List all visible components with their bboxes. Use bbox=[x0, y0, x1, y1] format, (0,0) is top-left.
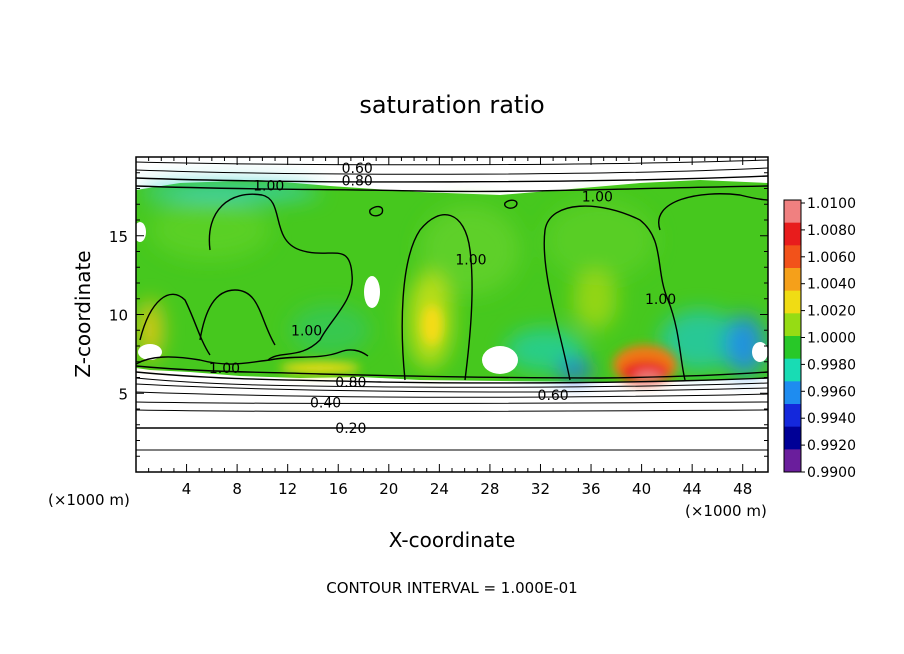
colorbar-label: 1.0020 bbox=[807, 304, 856, 320]
x-tick-label: 32 bbox=[531, 480, 550, 498]
contour-line bbox=[208, 193, 353, 361]
x-tick-label: 4 bbox=[182, 480, 192, 498]
colorbar-frame bbox=[783, 199, 802, 473]
contour-label: 0.60 bbox=[538, 388, 569, 404]
y-tick-label: 10 bbox=[109, 307, 128, 325]
contour-label: 0.80 bbox=[342, 174, 373, 190]
colorbar-swatch bbox=[784, 449, 801, 473]
contour-label: 0.80 bbox=[335, 375, 366, 391]
field-patch bbox=[290, 305, 370, 355]
colorbar-label: 1.0040 bbox=[807, 277, 856, 293]
colorbar-swatch bbox=[784, 358, 801, 382]
colorbar-swatch bbox=[784, 381, 801, 405]
x-tick-label: 28 bbox=[480, 480, 499, 498]
x-axis-title: X-coordinate bbox=[389, 528, 516, 552]
x-tick-label: 48 bbox=[733, 480, 752, 498]
contour-line bbox=[136, 401, 768, 404]
colorbar-label: 0.9900 bbox=[807, 465, 856, 481]
contour-line bbox=[136, 167, 768, 175]
contour-line bbox=[401, 214, 473, 381]
colorbar-label: 1.0080 bbox=[807, 223, 856, 239]
colorbar-label: 1.0060 bbox=[807, 250, 856, 266]
colorbar-swatch bbox=[784, 290, 801, 314]
contour-line bbox=[543, 205, 686, 381]
contour-label: 1.00 bbox=[291, 323, 322, 339]
contour-line bbox=[136, 185, 768, 193]
contour-line bbox=[199, 289, 276, 346]
saturation-field bbox=[136, 180, 768, 385]
contour-label: 0.60 bbox=[342, 161, 373, 177]
contour-line bbox=[136, 371, 768, 384]
contour-line bbox=[658, 193, 768, 231]
contour-line bbox=[136, 349, 369, 365]
colorbar-label: 0.9960 bbox=[807, 384, 856, 400]
contour-label: 1.00 bbox=[209, 361, 240, 377]
clear-patch bbox=[482, 346, 518, 374]
contour-line bbox=[136, 175, 768, 183]
clear-patch bbox=[138, 344, 162, 360]
colorbar-label: 1.0100 bbox=[807, 196, 856, 212]
field-patch bbox=[725, 315, 765, 375]
y-tick-label: 5 bbox=[118, 385, 128, 403]
chart-title: saturation ratio bbox=[359, 91, 544, 119]
field-patch bbox=[634, 371, 662, 381]
colorbar-swatch bbox=[784, 404, 801, 428]
field-patch bbox=[545, 200, 655, 280]
colorbar-swatch bbox=[784, 200, 801, 224]
contour-line bbox=[504, 199, 518, 209]
field-patch bbox=[280, 362, 360, 374]
colorbar: 1.0100 1.0080 1.0060 1.0040 1.0020 1.0000 0.99… bbox=[783, 196, 856, 481]
field-patch bbox=[573, 270, 617, 330]
x-axis-unit-left: (×1000 m) bbox=[48, 491, 130, 509]
y-tick-label: 15 bbox=[109, 228, 128, 246]
field-patch bbox=[505, 328, 585, 372]
x-axis-unit-right: (×1000 m) bbox=[685, 502, 767, 520]
colorbar-swatch bbox=[784, 268, 801, 292]
colorbar-swatch bbox=[784, 313, 801, 337]
contour-line bbox=[369, 205, 384, 217]
contour-lines bbox=[136, 159, 768, 451]
contour-label: 1.00 bbox=[582, 189, 613, 205]
clear-patch bbox=[364, 276, 380, 308]
contour-label: 1.00 bbox=[455, 252, 486, 268]
x-tick-label: 12 bbox=[278, 480, 297, 498]
contour-label: 0.40 bbox=[310, 396, 341, 412]
clear-patch bbox=[752, 342, 768, 362]
x-tick-label: 8 bbox=[232, 480, 242, 498]
contour-label: 1.00 bbox=[253, 178, 284, 194]
colorbar-label: 0.9980 bbox=[807, 357, 856, 373]
x-tick-label: 40 bbox=[632, 480, 651, 498]
colorbar-swatch bbox=[784, 336, 801, 360]
x-tick-label: 16 bbox=[329, 480, 348, 498]
x-tick-label: 24 bbox=[430, 480, 449, 498]
colorbar-label: 0.9920 bbox=[807, 438, 856, 454]
clear-patch bbox=[136, 222, 146, 242]
colorbar-label: 0.9940 bbox=[807, 411, 856, 427]
colorbar-swatch bbox=[784, 245, 801, 269]
contour-label: 1.00 bbox=[645, 292, 676, 308]
contour-labels: 0.600.801.001.001.001.001.001.000.800.40… bbox=[209, 161, 676, 437]
field-patch bbox=[557, 360, 593, 380]
colorbar-swatch bbox=[784, 426, 801, 450]
contour-line bbox=[136, 365, 768, 379]
contour-line bbox=[139, 293, 211, 356]
contour-label: 0.20 bbox=[335, 421, 366, 437]
contour-line bbox=[136, 409, 768, 412]
contour-line bbox=[136, 391, 768, 398]
x-tick-label: 44 bbox=[683, 480, 702, 498]
field-patch bbox=[660, 310, 740, 370]
field-patch bbox=[422, 305, 442, 345]
contour-line bbox=[136, 159, 768, 166]
y-axis-title: Z-coordinate bbox=[71, 250, 95, 377]
contour-interval-note: CONTOUR INTERVAL = 1.000E-01 bbox=[326, 579, 577, 597]
y-axis: 5 10 15 bbox=[109, 172, 768, 457]
x-axis: 4 8 12 16 20 24 28 32 36 40 44 48 bbox=[148, 157, 756, 498]
x-tick-label: 20 bbox=[379, 480, 398, 498]
x-tick-label: 36 bbox=[581, 480, 600, 498]
contour-line bbox=[136, 383, 768, 393]
contour-line bbox=[136, 377, 768, 388]
colorbar-swatch bbox=[784, 222, 801, 246]
colorbar-label: 1.0000 bbox=[807, 331, 856, 347]
